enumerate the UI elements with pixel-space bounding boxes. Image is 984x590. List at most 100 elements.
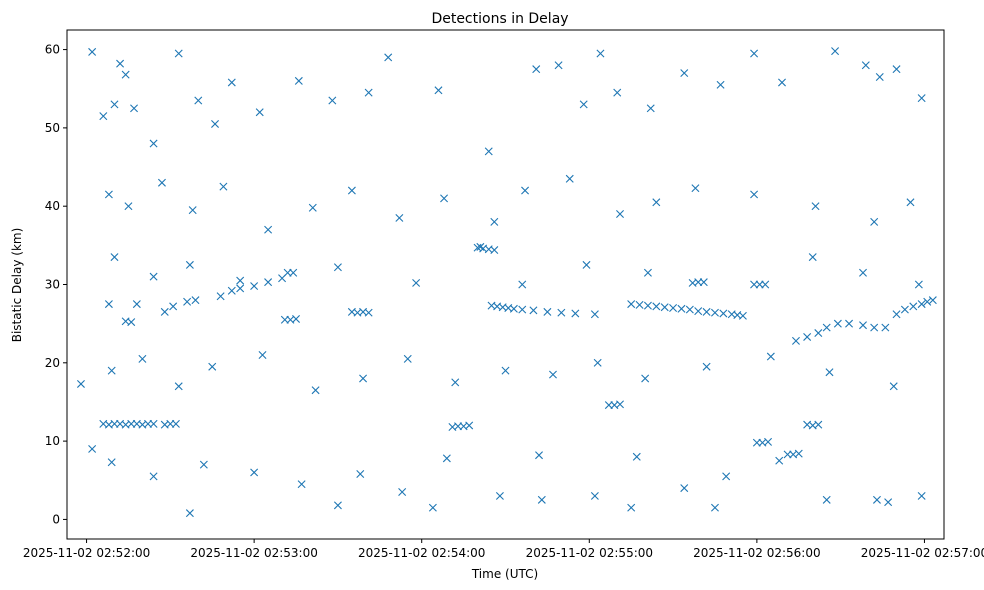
data-point <box>884 498 893 507</box>
data-point <box>166 419 175 428</box>
data-point <box>149 472 158 481</box>
data-point <box>428 503 437 512</box>
data-point <box>484 147 493 156</box>
data-point <box>289 268 298 277</box>
data-point <box>635 300 644 309</box>
data-point <box>791 336 800 345</box>
data-point <box>677 304 686 313</box>
data-point <box>814 420 823 429</box>
data-point <box>509 304 518 313</box>
data-point <box>755 280 764 289</box>
data-point <box>691 184 700 193</box>
data-point <box>211 119 220 128</box>
data-point <box>579 100 588 109</box>
data-point <box>157 178 166 187</box>
y-tick-label: 40 <box>45 199 60 213</box>
data-point <box>297 480 306 489</box>
data-point <box>859 321 867 330</box>
data-point <box>778 78 786 87</box>
data-point <box>364 88 373 97</box>
data-point <box>219 182 228 191</box>
data-point <box>183 297 192 306</box>
data-point <box>875 72 884 81</box>
data-point <box>783 450 792 459</box>
data-point <box>831 47 840 56</box>
data-point <box>529 306 538 315</box>
data-point <box>616 210 625 219</box>
data-point <box>149 139 158 148</box>
data-point <box>347 186 356 195</box>
data-point <box>278 274 287 283</box>
data-point <box>794 449 803 458</box>
data-point <box>593 358 602 367</box>
x-axis: 2025-11-02 02:52:00 2025-11-02 02:53:00 20… <box>23 539 984 560</box>
data-point <box>110 253 119 262</box>
data-point <box>716 80 725 89</box>
data-point <box>258 350 267 359</box>
data-point <box>250 282 259 291</box>
data-point <box>495 491 504 500</box>
y-tick-label: 20 <box>45 356 60 370</box>
data-point <box>434 86 443 95</box>
x-tick-label: 2025-11-02 02:56:00 <box>693 546 820 560</box>
data-point <box>825 368 834 377</box>
data-point <box>216 292 225 301</box>
data-point <box>107 366 116 375</box>
data-point <box>384 53 393 62</box>
data-point <box>328 96 337 105</box>
data-point <box>750 280 759 289</box>
data-point <box>236 276 245 285</box>
x-tick-label: 2025-11-02 02:52:00 <box>23 546 150 560</box>
data-point <box>88 47 97 56</box>
data-point <box>928 296 937 305</box>
data-point <box>440 194 449 203</box>
data-point <box>582 260 591 269</box>
data-point <box>543 307 552 316</box>
data-point <box>395 213 404 222</box>
data-point <box>333 501 342 510</box>
data-point <box>490 246 499 255</box>
data-point <box>702 307 711 316</box>
chart-title: Detections in Delay <box>431 11 568 27</box>
data-point <box>680 484 689 493</box>
data-point <box>685 305 694 314</box>
data-point <box>104 300 113 309</box>
x-axis-label: Time (UTC) <box>471 567 538 581</box>
data-point <box>116 59 125 68</box>
data-point <box>454 422 463 431</box>
data-point <box>104 190 113 199</box>
data-point <box>548 370 557 379</box>
data-point <box>518 305 527 314</box>
data-point <box>127 419 136 428</box>
data-point <box>613 88 622 97</box>
data-point <box>803 332 812 341</box>
data-point <box>892 65 901 74</box>
data-point <box>280 315 289 324</box>
data-point <box>88 444 97 453</box>
data-point <box>194 96 203 105</box>
data-point <box>442 454 451 463</box>
data-point <box>646 104 655 113</box>
data-point <box>822 323 831 332</box>
data-point <box>398 488 407 497</box>
data-point <box>149 419 158 428</box>
data-point <box>923 297 932 306</box>
data-point <box>557 308 566 317</box>
data-point <box>881 323 890 332</box>
data-point <box>694 278 703 287</box>
data-point <box>521 186 530 195</box>
data-point <box>130 104 139 113</box>
data-point <box>872 495 881 504</box>
data-point <box>169 302 178 311</box>
y-tick-label: 50 <box>45 121 60 135</box>
data-point <box>596 49 605 58</box>
data-point <box>554 61 563 70</box>
data-point <box>906 198 915 207</box>
data-point <box>652 198 661 207</box>
data-point <box>188 206 197 215</box>
data-point <box>121 70 130 79</box>
y-tick-label: 30 <box>45 278 60 292</box>
data-point <box>191 296 200 305</box>
y-axis: 0 10 20 30 40 50 60 <box>45 43 67 526</box>
data-point <box>465 421 474 430</box>
